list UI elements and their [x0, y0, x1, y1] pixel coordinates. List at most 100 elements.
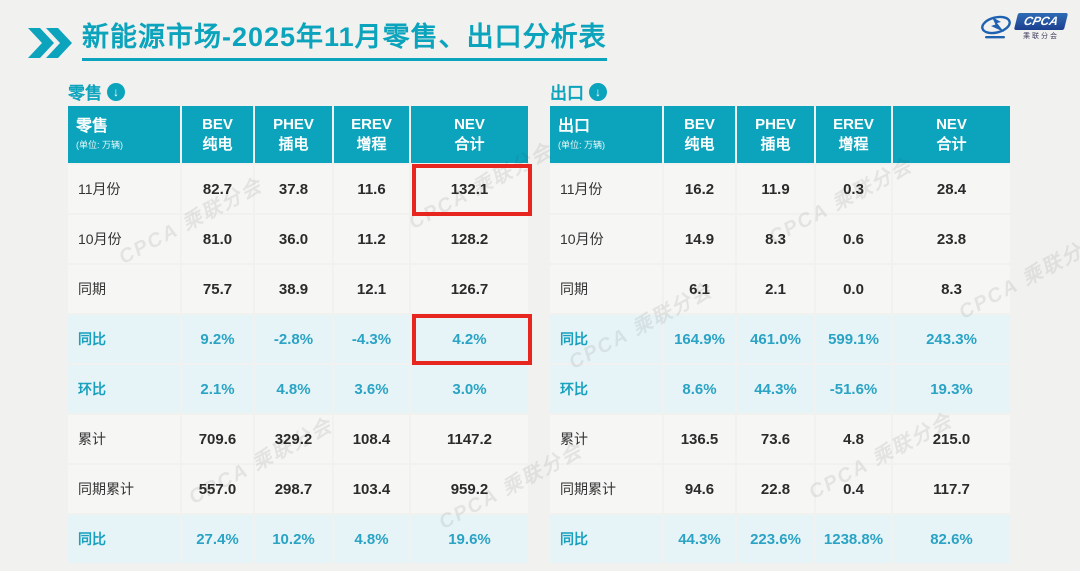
- export-section-label-text: 出口: [550, 84, 584, 103]
- data-cell: 11.6: [334, 165, 409, 213]
- data-cell: 36.0: [255, 215, 332, 263]
- column-header: PHEV 插电: [737, 106, 814, 163]
- export-section: 出口 ↓ 出口 (单位: 万辆) BEV 纯电 PHEV 插电 EREV 增程 NEV 合计 11月…: [550, 80, 1010, 563]
- cpca-logo: CPCA 乘联分会: [979, 12, 1069, 42]
- cpca-swoosh-icon: [981, 15, 1011, 39]
- data-cell: 37.8: [255, 165, 332, 213]
- data-cell: 27.4%: [182, 515, 253, 563]
- data-cell: -51.6%: [816, 365, 891, 413]
- data-cell: 709.6: [182, 415, 253, 463]
- data-cell: 82.6%: [893, 515, 1010, 563]
- retail-section-label-text: 零售: [68, 84, 102, 103]
- column-header-line2: 纯电: [684, 135, 715, 153]
- column-header-line1: EREV: [351, 116, 392, 133]
- data-cell: 9.2%: [182, 315, 253, 363]
- row-label: 同期累计: [550, 465, 662, 513]
- data-cell: 82.7: [182, 165, 253, 213]
- row-label: 同比: [550, 315, 662, 363]
- table-corner-cell: 零售 (单位: 万辆): [68, 106, 180, 163]
- data-cell: 599.1%: [816, 315, 891, 363]
- page-title-main: 新能源市场: [82, 22, 222, 52]
- column-header-line1: BEV: [202, 116, 233, 133]
- data-cell: 4.8: [816, 415, 891, 463]
- row-label: 同比: [68, 515, 180, 563]
- export-section-label: 出口 ↓: [550, 80, 1010, 103]
- data-cell: 215.0: [893, 415, 1010, 463]
- data-cell: 11.9: [737, 165, 814, 213]
- data-cell: -4.3%: [334, 315, 409, 363]
- cpca-brand-badge: CPCA: [1013, 13, 1069, 30]
- column-header: BEV 纯电: [182, 106, 253, 163]
- retail-table: 零售 (单位: 万辆) BEV 纯电 PHEV 插电 EREV 增程 NEV 合计 11月份 82.7…: [68, 106, 528, 563]
- data-cell: 16.2: [664, 165, 735, 213]
- column-header-line2: 合计: [936, 135, 967, 153]
- column-header: EREV 增程: [816, 106, 891, 163]
- data-cell: 23.8: [893, 215, 1010, 263]
- column-header-line2: 合计: [454, 135, 485, 153]
- title-row: 新能源市场-2025年11月零售、出口分析表: [28, 22, 607, 62]
- data-cell: 959.2: [411, 465, 528, 513]
- cpca-logo-text: CPCA 乘联分会: [1013, 13, 1069, 41]
- data-cell: 81.0: [182, 215, 253, 263]
- data-cell: 3.6%: [334, 365, 409, 413]
- column-header: NEV 合计: [411, 106, 528, 163]
- row-label: 同比: [550, 515, 662, 563]
- data-cell: 1238.8%: [816, 515, 891, 563]
- table-corner-title: 零售: [76, 118, 109, 136]
- data-cell: 10.2%: [255, 515, 332, 563]
- data-cell: 2.1: [737, 265, 814, 313]
- data-cell: 0.6: [816, 215, 891, 263]
- data-cell: 4.8%: [334, 515, 409, 563]
- row-label: 同期累计: [68, 465, 180, 513]
- data-cell: 223.6%: [737, 515, 814, 563]
- column-header-line2: 插电: [760, 135, 791, 153]
- data-cell: 243.3%: [893, 315, 1010, 363]
- data-cell: 329.2: [255, 415, 332, 463]
- data-cell: 126.7: [411, 265, 528, 313]
- cpca-brand-subtitle: 乘联分会: [1022, 33, 1059, 40]
- page-title-rest: -2025年11月零售、出口分析表: [222, 22, 607, 52]
- data-cell: 0.0: [816, 265, 891, 313]
- column-header-line2: 增程: [838, 135, 869, 153]
- data-cell: 12.1: [334, 265, 409, 313]
- row-label: 同比: [68, 315, 180, 363]
- row-label: 同期: [68, 265, 180, 313]
- data-cell: 2.1%: [182, 365, 253, 413]
- data-cell: 0.4: [816, 465, 891, 513]
- data-cell: 8.3: [737, 215, 814, 263]
- data-cell: 4.8%: [255, 365, 332, 413]
- export-table: 出口 (单位: 万辆) BEV 纯电 PHEV 插电 EREV 增程 NEV 合计 11月份 16.2…: [550, 106, 1010, 563]
- table-corner-cell: 出口 (单位: 万辆): [550, 106, 662, 163]
- retail-section: 零售 ↓ 零售 (单位: 万辆) BEV 纯电 PHEV 插电 EREV 增程 NEV 合计 11月…: [68, 80, 528, 563]
- row-label: 累计: [550, 415, 662, 463]
- data-cell: 73.6: [737, 415, 814, 463]
- row-label: 累计: [68, 415, 180, 463]
- data-cell: 128.2: [411, 215, 528, 263]
- data-cell: 8.6%: [664, 365, 735, 413]
- page-title: 新能源市场-2025年11月零售、出口分析表: [82, 22, 607, 62]
- column-header: EREV 增程: [334, 106, 409, 163]
- data-cell: 19.3%: [893, 365, 1010, 413]
- data-cell: 108.4: [334, 415, 409, 463]
- row-label: 环比: [550, 365, 662, 413]
- data-cell: 44.3%: [737, 365, 814, 413]
- data-cell: 3.0%: [411, 365, 528, 413]
- column-header: BEV 纯电: [664, 106, 735, 163]
- double-chevron-icon: [28, 28, 72, 58]
- data-cell: 136.5: [664, 415, 735, 463]
- column-header-line2: 增程: [356, 135, 387, 153]
- data-cell: 14.9: [664, 215, 735, 263]
- row-label: 同期: [550, 265, 662, 313]
- retail-section-label: 零售 ↓: [68, 80, 528, 103]
- down-arrow-circle-icon: ↓: [589, 82, 607, 101]
- column-header-line1: EREV: [833, 116, 874, 133]
- column-header-line1: BEV: [684, 116, 715, 133]
- data-cell: 22.8: [737, 465, 814, 513]
- data-cell: 44.3%: [664, 515, 735, 563]
- data-cell: 298.7: [255, 465, 332, 513]
- column-header-line2: 纯电: [202, 135, 233, 153]
- data-cell: 8.3: [893, 265, 1010, 313]
- column-header-line1: PHEV: [273, 116, 314, 133]
- column-header-line1: PHEV: [755, 116, 796, 133]
